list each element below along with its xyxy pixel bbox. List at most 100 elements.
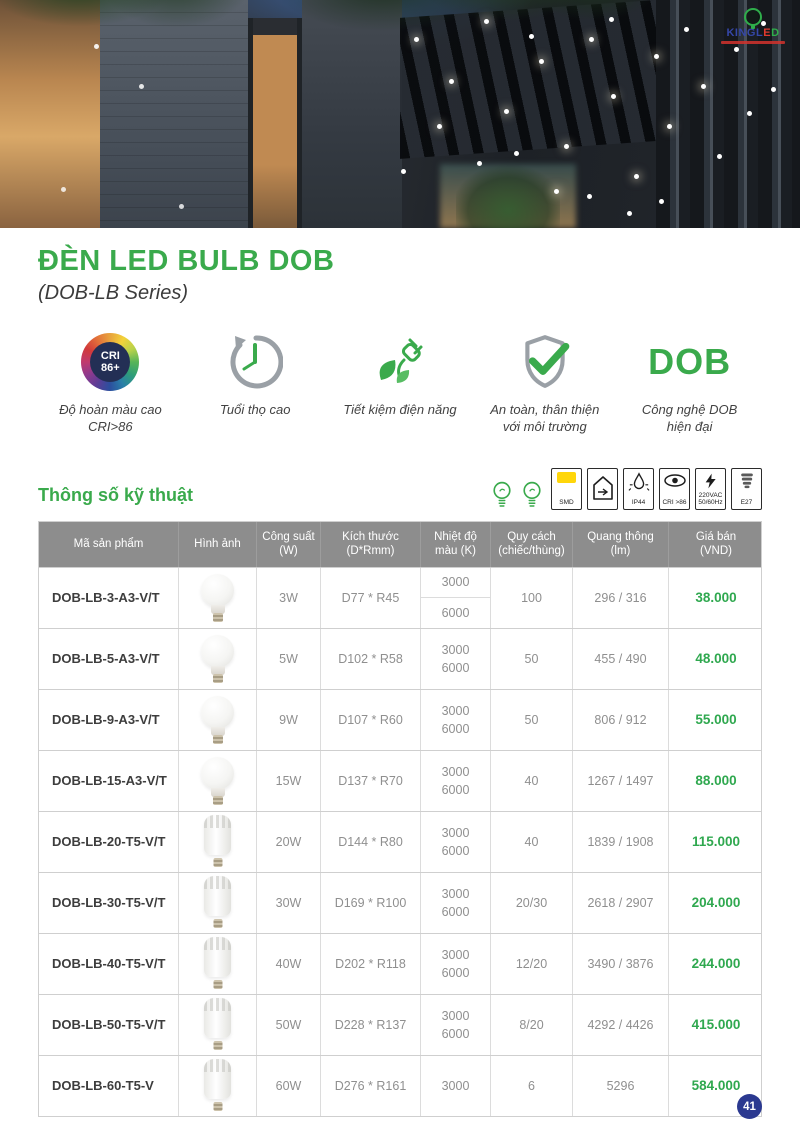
table-row: DOB-LB-50-T5-V/T 50W D228 * R137 3000 600…	[39, 994, 761, 1056]
price-cell: 48.000	[695, 651, 737, 667]
temp-cell: 3000 6000	[421, 872, 491, 933]
cri-color-wheel-icon: CRI 86+	[81, 333, 140, 391]
table-header-cell: Kích thước (D*Rmm)	[321, 521, 421, 567]
product-code-cell: DOB-LB-50-T5-V/T	[39, 994, 179, 1055]
product-code-cell: DOB-LB-3-A3-V/T	[39, 567, 179, 628]
table-header-cell: Quy cách (chiếc/thùng)	[491, 521, 573, 567]
size-cell: D137 * R70	[321, 750, 421, 811]
table-row: DOB-LB-15-A3-V/T 15W D137 * R70 3000 6000…	[39, 750, 761, 812]
feature-cri: CRI 86+ Độ hoàn màu cao CRI>86	[38, 331, 183, 436]
product-code-cell: DOB-LB-15-A3-V/T	[39, 750, 179, 811]
kingled-logo: KINGLED	[716, 8, 790, 45]
bulb-product-image	[201, 695, 234, 729]
lumens-cell: 5296	[573, 1055, 669, 1116]
product-code-cell: DOB-LB-30-T5-V/T	[39, 872, 179, 933]
bulb-product-image	[201, 634, 234, 668]
badge-smd: SMD	[551, 467, 582, 510]
qty-cell: 6	[491, 1055, 573, 1116]
badge-voltage: 220VAC 50/60Hz	[695, 467, 726, 510]
price-cell: 584.000	[691, 1078, 741, 1094]
table-header-cell: Hình ảnh	[179, 521, 257, 567]
bulb-product-image	[204, 1059, 231, 1100]
lumens-cell: 1839 / 1908	[573, 811, 669, 872]
hero-hanging-plants	[0, 0, 800, 78]
lumens-cell: 2618 / 2907	[573, 872, 669, 933]
price-cell: 204.000	[691, 895, 741, 911]
table-row: DOB-LB-40-T5-V/T 40W D202 * R118 3000 600…	[39, 933, 761, 995]
smd-chip-icon	[557, 471, 576, 483]
feature-caption: Độ hoàn màu cao CRI>86	[59, 402, 162, 434]
logo-wordmark: KINGLED	[726, 27, 780, 39]
product-image-cell	[179, 750, 257, 811]
bulb-product-image	[204, 998, 231, 1039]
table-row: DOB-LB-3-A3-V/T 3W D77 * R45 3000 6000 10…	[39, 567, 761, 629]
spec-section-heading: Thông số kỹ thuật	[38, 484, 193, 505]
table-header-cell: Quang thông (lm)	[573, 521, 669, 567]
temp-cell: 3000 6000	[421, 994, 491, 1055]
table-header-cell: Nhiệt độ màu (K)	[421, 521, 491, 567]
feature-caption: An toàn, thân thiện với môi trường	[490, 402, 600, 434]
badge-cri: CRI >86	[659, 467, 690, 510]
page-number-badge: 41	[737, 1094, 762, 1119]
lumens-cell: 296 / 316	[573, 567, 669, 628]
eye-icon	[663, 474, 686, 487]
bulb-product-image	[201, 756, 234, 790]
table-header-cell: Giá bán (VND)	[695, 530, 737, 558]
feature-caption: Công nghệ DOB hiện đại	[641, 402, 738, 434]
bulb-product-image	[204, 815, 231, 856]
temp-cell: 3000 6000	[421, 750, 491, 811]
page-subtitle: (DOB-LB Series)	[38, 282, 189, 304]
qty-cell: 12/20	[491, 933, 573, 994]
power-cell: 3W	[257, 567, 321, 628]
feature-row: CRI 86+ Độ hoàn màu cao CRI>86 Tuổi thọ ca…	[38, 331, 762, 436]
lumens-cell: 3490 / 3876	[573, 933, 669, 994]
price-cell: 38.000	[695, 590, 737, 606]
logo-tagline	[721, 41, 785, 45]
qty-cell: 50	[491, 628, 573, 689]
price-cell: 55.000	[695, 712, 737, 728]
lumens-cell: 4292 / 4426	[573, 994, 669, 1055]
power-cell: 5W	[257, 628, 321, 689]
dob-wordmark: DOB	[648, 341, 732, 382]
size-cell: D77 * R45	[321, 567, 421, 628]
lumens-cell: 455 / 490	[573, 628, 669, 689]
led-bulb-icon	[523, 481, 541, 507]
badge-ip44: IP44	[623, 467, 654, 510]
hero-image: KINGLED	[0, 0, 800, 228]
power-cell: 50W	[257, 994, 321, 1055]
product-code-cell: DOB-LB-20-T5-V/T	[39, 811, 179, 872]
bulb-product-image	[204, 937, 231, 978]
qty-cell: 20/30	[491, 872, 573, 933]
feature-dob: DOB Công nghệ DOB hiện đại	[617, 331, 762, 436]
feature-caption: Tiết kiệm điện năng	[343, 402, 457, 417]
house-arrow-icon	[592, 475, 613, 500]
temp-cell: 3000 6000	[421, 567, 491, 628]
feature-caption: Tuổi thọ cao	[219, 402, 291, 417]
qty-cell: 40	[491, 750, 573, 811]
temp-cell: 3000 6000	[421, 628, 491, 689]
qty-cell: 50	[491, 689, 573, 750]
water-drop-icon	[628, 472, 649, 491]
product-code-cell: DOB-LB-9-A3-V/T	[39, 689, 179, 750]
size-cell: D202 * R118	[321, 933, 421, 994]
product-code-cell: DOB-LB-40-T5-V/T	[39, 933, 179, 994]
power-cell: 9W	[257, 689, 321, 750]
table-row: DOB-LB-60-T5-V 60W D276 * R161 3000 6 52…	[39, 1055, 761, 1117]
product-image-cell	[179, 994, 257, 1055]
temp-cell: 3000 6000	[421, 811, 491, 872]
qty-cell: 40	[491, 811, 573, 872]
power-cell: 40W	[257, 933, 321, 994]
power-cell: 60W	[257, 1055, 321, 1116]
screw-base-icon	[740, 473, 753, 488]
lumens-cell: 806 / 912	[573, 689, 669, 750]
temp-cell: 3000	[421, 1055, 491, 1116]
power-cell: 15W	[257, 750, 321, 811]
temp-cell: 3000 6000	[421, 933, 491, 994]
product-image-cell	[179, 872, 257, 933]
temp-cell: 3000 6000	[421, 689, 491, 750]
product-image-cell	[179, 567, 257, 628]
product-image-cell	[179, 1055, 257, 1116]
badge-e27: E27	[731, 467, 762, 510]
power-cell: 30W	[257, 872, 321, 933]
lightning-bolt-icon	[705, 473, 716, 489]
